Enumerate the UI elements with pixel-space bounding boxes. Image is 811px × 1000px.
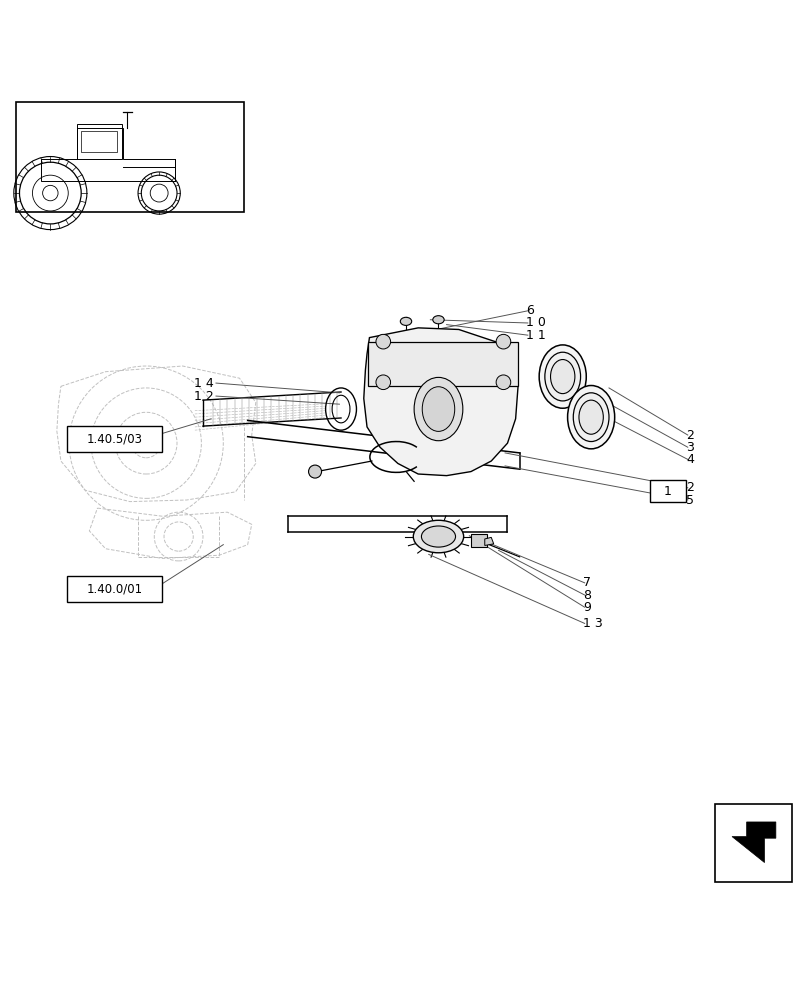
Bar	[714, 804, 791, 882]
Ellipse shape	[567, 386, 614, 449]
Ellipse shape	[539, 345, 586, 408]
Text: 1 1: 1 1	[526, 329, 545, 342]
Text: 9: 9	[582, 601, 590, 614]
Text: 1 3: 1 3	[582, 617, 602, 630]
Bar	[470, 534, 487, 547]
Text: 1 0: 1 0	[526, 316, 545, 329]
Ellipse shape	[578, 400, 603, 434]
Ellipse shape	[422, 387, 454, 431]
Ellipse shape	[414, 377, 462, 441]
Polygon shape	[367, 342, 517, 386]
Circle shape	[375, 334, 390, 349]
Polygon shape	[484, 537, 493, 545]
Text: 8: 8	[582, 589, 590, 602]
Circle shape	[375, 375, 390, 390]
Ellipse shape	[413, 520, 463, 553]
Text: 5: 5	[685, 493, 693, 506]
Circle shape	[308, 465, 321, 478]
Ellipse shape	[400, 317, 411, 325]
FancyBboxPatch shape	[67, 576, 161, 602]
Ellipse shape	[573, 393, 608, 442]
Text: 6: 6	[526, 304, 534, 317]
Text: 1 2: 1 2	[194, 390, 213, 403]
Text: 3: 3	[685, 441, 693, 454]
Bar	[81, 131, 117, 152]
Bar	[16, 102, 243, 212]
Text: 7: 7	[582, 576, 590, 589]
Text: 1: 1	[663, 485, 671, 498]
Text: 1.40.0/01: 1.40.0/01	[86, 583, 143, 596]
Circle shape	[496, 334, 510, 349]
Text: 1 4: 1 4	[194, 377, 213, 390]
Bar	[649, 480, 685, 502]
Polygon shape	[363, 328, 517, 476]
Text: 2: 2	[685, 481, 693, 494]
Polygon shape	[732, 822, 775, 863]
FancyBboxPatch shape	[67, 426, 161, 452]
Circle shape	[496, 375, 510, 390]
Text: 4: 4	[685, 453, 693, 466]
Ellipse shape	[432, 316, 444, 324]
Ellipse shape	[421, 526, 455, 547]
Ellipse shape	[550, 360, 574, 394]
Ellipse shape	[544, 352, 580, 401]
Text: 2: 2	[685, 429, 693, 442]
Text: 1.40.5/03: 1.40.5/03	[87, 433, 142, 446]
